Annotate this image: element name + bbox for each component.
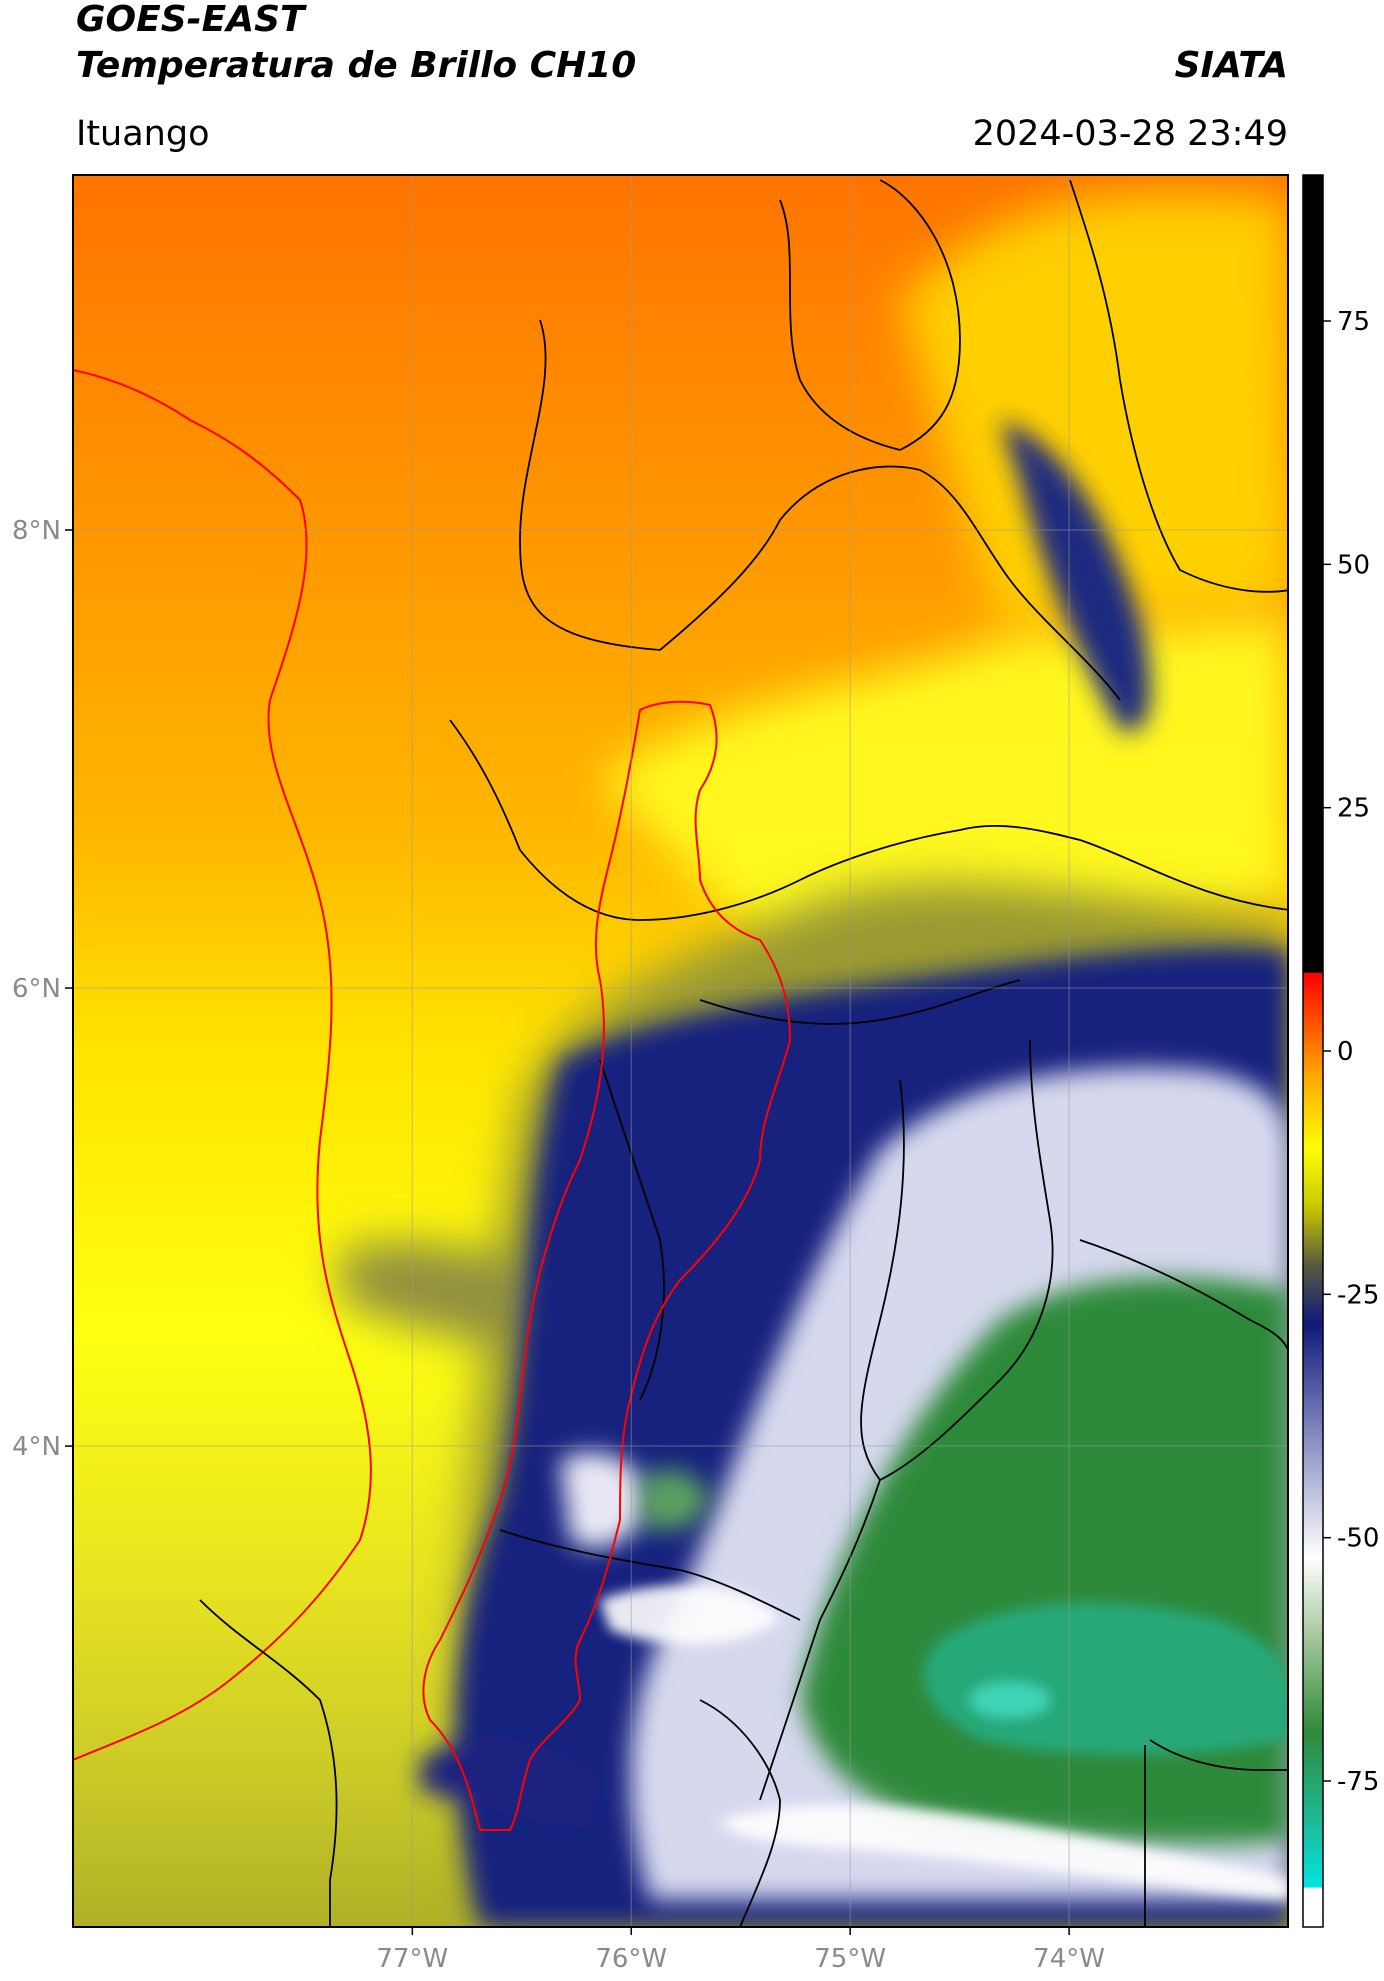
product-title: Temperatura de Brillo CH10 (76, 45, 637, 86)
region-label: Ituango (76, 114, 210, 154)
ituango-region-outline (422, 700, 792, 1831)
brand-label: SIATA (1174, 45, 1288, 86)
coastline (73, 369, 372, 1761)
longitude-axis: 77°W 76°W 75°W 74°W (376, 1927, 1105, 1974)
colorbar-ticks: 75 50 25 0 -25 -50 -75 (1323, 307, 1379, 1797)
colorbar-tick-label: -25 (1337, 1280, 1379, 1310)
colorbar-tick-label: 0 (1337, 1037, 1354, 1067)
imagery-layer (73, 175, 1288, 1927)
lat-tick-label: 4°N (12, 1432, 61, 1462)
latitude-axis: 8°N 6°N 4°N (12, 516, 73, 1462)
lat-tick-label: 6°N (12, 974, 61, 1004)
colorbar-tick-label: 75 (1337, 307, 1370, 337)
colorbar-tick-label: 25 (1337, 794, 1370, 824)
admin-borders (199, 179, 1288, 1927)
colorbar: 75 50 25 0 -25 -50 -75 (1302, 174, 1379, 1928)
colorbar-tick-label: 50 (1337, 550, 1370, 580)
timestamp-label: 2024-03-28 23:49 (972, 114, 1288, 154)
colorbar-tick-label: -75 (1337, 1767, 1379, 1797)
lon-tick-label: 74°W (1033, 1944, 1105, 1974)
satellite-title: GOES-EAST (76, 0, 305, 40)
map-frame (72, 174, 1289, 1928)
map-gridlines (73, 175, 1288, 1927)
colorbar-tick-label: -50 (1337, 1524, 1379, 1554)
lon-tick-label: 76°W (595, 1944, 667, 1974)
lon-tick-label: 75°W (814, 1944, 886, 1974)
colorbar-fill (1303, 175, 1323, 1927)
lon-tick-label: 77°W (376, 1944, 448, 1974)
lat-tick-label: 8°N (12, 516, 61, 546)
